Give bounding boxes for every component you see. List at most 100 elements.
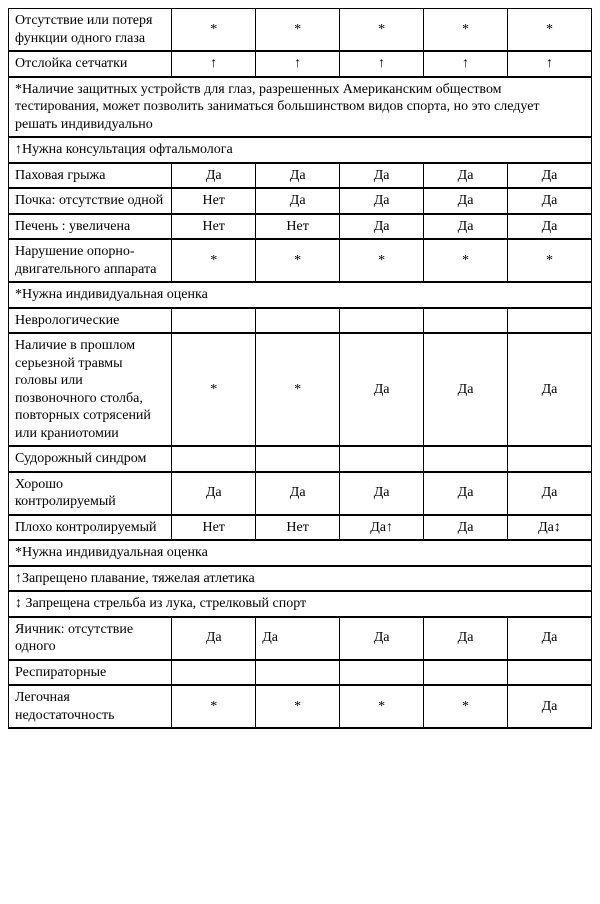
row-value: * bbox=[172, 9, 256, 52]
row-value: * bbox=[256, 239, 340, 282]
row-value bbox=[424, 308, 508, 334]
row-label: Отсутствие или потеря функции одного гла… bbox=[9, 9, 172, 52]
table-row: Отслойка сетчатки ↑ ↑ ↑ ↑ ↑ bbox=[9, 51, 592, 77]
row-value: * bbox=[256, 333, 340, 446]
table-row: Судорожный синдром bbox=[9, 446, 592, 472]
row-label: Яичник: отсутствие одного bbox=[9, 617, 172, 660]
row-value bbox=[172, 308, 256, 334]
row-label: Легочная недостаточность bbox=[9, 685, 172, 728]
row-label: Нарушение опорно-двигательного аппарата bbox=[9, 239, 172, 282]
table-row: Хорошо контролируемый Да Да Да Да Да bbox=[9, 472, 592, 515]
note-row: ↑Запрещено плавание, тяжелая атлетика bbox=[9, 566, 592, 592]
note-row: ↕ Запрещена стрельба из лука, стрелковый… bbox=[9, 591, 592, 617]
row-value: Да bbox=[172, 472, 256, 515]
row-value bbox=[172, 446, 256, 472]
row-value: Да bbox=[424, 188, 508, 214]
row-value: Да bbox=[256, 617, 340, 660]
row-label: Респираторные bbox=[9, 660, 172, 686]
row-value: Да bbox=[424, 333, 508, 446]
row-value bbox=[256, 446, 340, 472]
row-value bbox=[424, 446, 508, 472]
row-value: Нет bbox=[256, 515, 340, 541]
row-value: Да bbox=[340, 188, 424, 214]
row-value: Да bbox=[508, 188, 592, 214]
row-value: Нет bbox=[256, 214, 340, 240]
row-value: Да bbox=[172, 163, 256, 189]
row-value: * bbox=[424, 685, 508, 728]
row-value: Нет bbox=[172, 214, 256, 240]
row-value bbox=[424, 660, 508, 686]
table-row: Легочная недостаточность * * * * Да bbox=[9, 685, 592, 728]
table-row: Паховая грыжа Да Да Да Да Да bbox=[9, 163, 592, 189]
row-value: ↑ bbox=[340, 51, 424, 77]
row-value: Нет bbox=[172, 188, 256, 214]
row-value: Да bbox=[424, 472, 508, 515]
row-value: Да bbox=[424, 617, 508, 660]
row-value bbox=[256, 660, 340, 686]
table-row: Неврологические bbox=[9, 308, 592, 334]
row-value: Да bbox=[508, 333, 592, 446]
row-value bbox=[340, 308, 424, 334]
row-value: Да bbox=[340, 333, 424, 446]
note-text: *Нужна индивидуальная оценка bbox=[9, 282, 592, 308]
row-value: Да bbox=[256, 188, 340, 214]
row-value bbox=[172, 660, 256, 686]
row-value bbox=[508, 446, 592, 472]
row-value: Да bbox=[424, 163, 508, 189]
table-row: Респираторные bbox=[9, 660, 592, 686]
row-value bbox=[508, 660, 592, 686]
table-row: Почка: отсутствие одной Нет Да Да Да Да bbox=[9, 188, 592, 214]
row-label: Плохо контролируемый bbox=[9, 515, 172, 541]
table-row: Плохо контролируемый Нет Нет Да↑ Да Да↕ bbox=[9, 515, 592, 541]
row-value: Да bbox=[508, 685, 592, 728]
medical-clearance-table: Отсутствие или потеря функции одного гла… bbox=[8, 8, 592, 729]
note-text: *Нужна индивидуальная оценка bbox=[9, 540, 592, 566]
row-label: Отслойка сетчатки bbox=[9, 51, 172, 77]
row-value: Да bbox=[256, 472, 340, 515]
row-value bbox=[340, 660, 424, 686]
row-label: Наличие в прошлом серьезной травмы голов… bbox=[9, 333, 172, 446]
row-value: Да bbox=[340, 163, 424, 189]
row-value: Да bbox=[424, 214, 508, 240]
row-value: * bbox=[508, 239, 592, 282]
row-value: * bbox=[508, 9, 592, 52]
row-value: * bbox=[340, 685, 424, 728]
row-value: * bbox=[172, 685, 256, 728]
row-value: * bbox=[424, 9, 508, 52]
row-value: Да bbox=[172, 617, 256, 660]
note-text: ↕ Запрещена стрельба из лука, стрелковый… bbox=[9, 591, 592, 617]
row-label: Неврологические bbox=[9, 308, 172, 334]
row-value: Да bbox=[340, 617, 424, 660]
row-value: Да↑ bbox=[340, 515, 424, 541]
row-value bbox=[340, 446, 424, 472]
row-value: Да bbox=[508, 617, 592, 660]
row-value: ↑ bbox=[172, 51, 256, 77]
row-value: ↑ bbox=[508, 51, 592, 77]
row-value: Нет bbox=[172, 515, 256, 541]
row-label: Паховая грыжа bbox=[9, 163, 172, 189]
row-value: * bbox=[256, 9, 340, 52]
note-row: *Наличие защитных устройств для глаз, ра… bbox=[9, 77, 592, 138]
row-value: Да bbox=[256, 163, 340, 189]
row-value: * bbox=[340, 9, 424, 52]
row-value: Да bbox=[508, 214, 592, 240]
table-row: Отсутствие или потеря функции одного гла… bbox=[9, 9, 592, 52]
table-row: Наличие в прошлом серьезной травмы голов… bbox=[9, 333, 592, 446]
table-row: Нарушение опорно-двигательного аппарата … bbox=[9, 239, 592, 282]
row-value: Да↕ bbox=[508, 515, 592, 541]
row-value: * bbox=[256, 685, 340, 728]
note-text: ↑Нужна консультация офтальмолога bbox=[9, 137, 592, 163]
row-value bbox=[256, 308, 340, 334]
note-row: *Нужна индивидуальная оценка bbox=[9, 282, 592, 308]
row-value: * bbox=[340, 239, 424, 282]
note-row: *Нужна индивидуальная оценка bbox=[9, 540, 592, 566]
row-value bbox=[508, 308, 592, 334]
row-value: Да bbox=[340, 214, 424, 240]
row-value: ↑ bbox=[424, 51, 508, 77]
row-value: * bbox=[172, 239, 256, 282]
row-value: Да bbox=[508, 163, 592, 189]
note-row: ↑Нужна консультация офтальмолога bbox=[9, 137, 592, 163]
note-text: ↑Запрещено плавание, тяжелая атлетика bbox=[9, 566, 592, 592]
note-text: *Наличие защитных устройств для глаз, ра… bbox=[9, 77, 592, 138]
row-value: ↑ bbox=[256, 51, 340, 77]
